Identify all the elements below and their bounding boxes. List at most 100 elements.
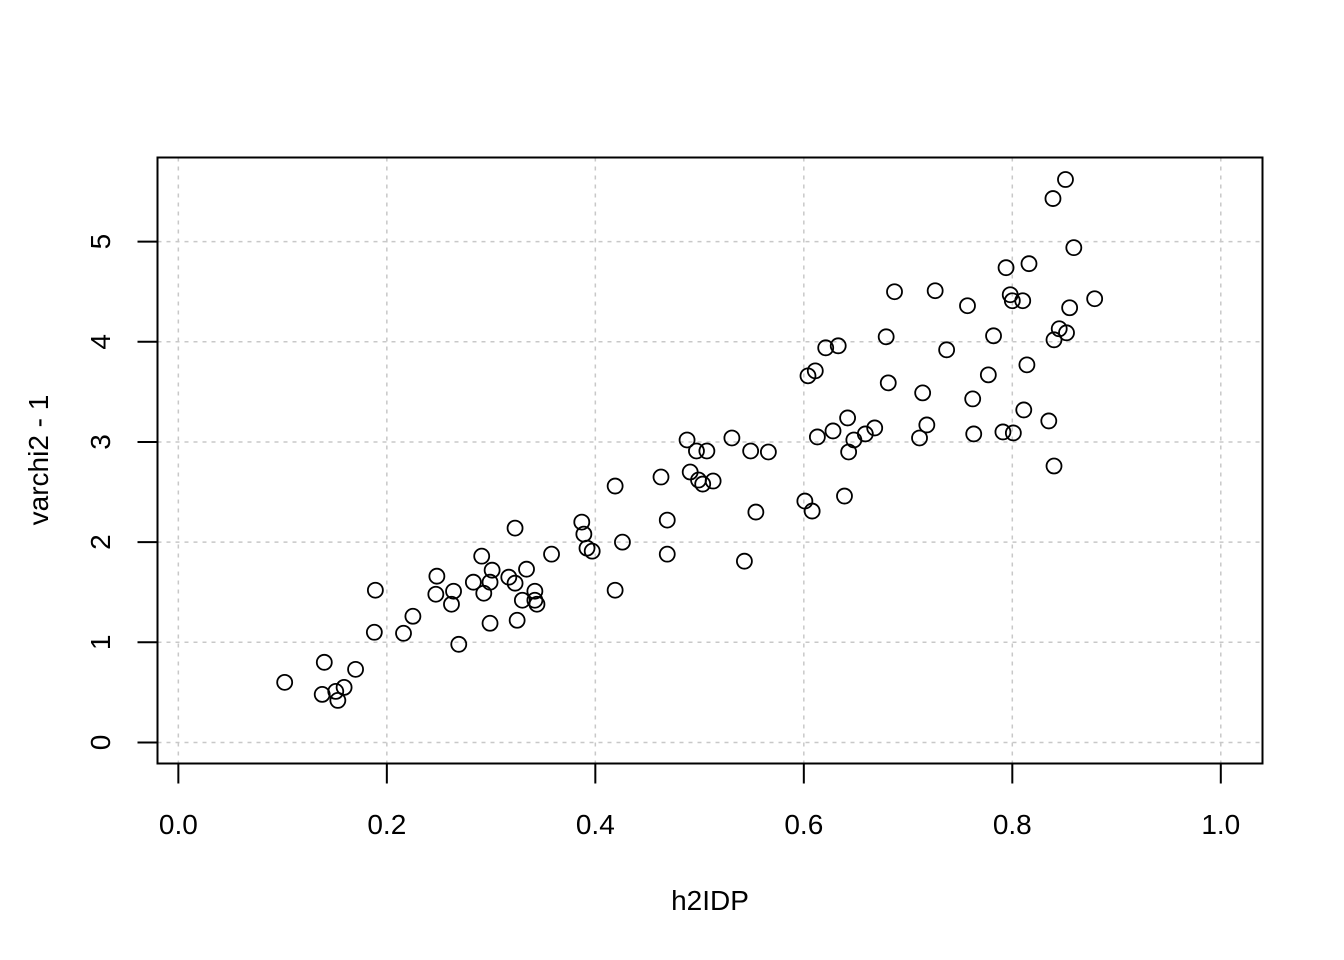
data-point [918, 416, 936, 434]
data-point [694, 475, 712, 493]
data-point [994, 423, 1012, 441]
data-point [347, 660, 364, 678]
data-point [688, 442, 705, 460]
data-point [824, 422, 842, 440]
data-point [395, 624, 412, 642]
data-point [365, 623, 383, 641]
data-point [1058, 324, 1075, 342]
data-point [736, 552, 753, 570]
data-point [877, 328, 895, 346]
data-point [723, 429, 741, 447]
data-point [914, 384, 932, 402]
data-point [473, 547, 491, 565]
data-point [658, 545, 676, 563]
data-point [690, 471, 707, 489]
data-point [475, 584, 493, 602]
grid-lines [157, 157, 1263, 764]
data-point [1086, 290, 1104, 308]
x-tick-label: 0.8 [993, 809, 1032, 840]
data-point [678, 431, 696, 449]
data-point [508, 611, 526, 629]
data-point [1045, 457, 1063, 475]
y-axis: 0 1 2 3 4 5 [85, 234, 159, 751]
data-point [1044, 190, 1062, 207]
data-point [845, 431, 863, 449]
data-point [327, 682, 345, 700]
data-point [911, 429, 928, 447]
y-tick-label: 0 [85, 735, 116, 751]
data-point [886, 283, 903, 301]
data-point [681, 463, 699, 481]
data-point [428, 567, 446, 585]
data-point [1004, 424, 1022, 442]
data-point [481, 614, 499, 632]
data-point [759, 443, 777, 461]
x-tick-label: 0.4 [576, 809, 615, 840]
data-point [979, 366, 997, 384]
y-tick-label: 5 [85, 234, 116, 250]
data-point [742, 442, 760, 460]
data-point [1065, 239, 1083, 257]
data-point [985, 327, 1002, 345]
data-point [796, 492, 814, 510]
data-point [1014, 292, 1032, 310]
data-point [1015, 401, 1033, 419]
data-point [1018, 356, 1036, 374]
data-point [500, 568, 518, 586]
data-point [481, 573, 499, 591]
data-point [836, 487, 853, 505]
data-point [606, 477, 624, 495]
data-point [528, 595, 546, 613]
y-tick-label: 2 [85, 534, 116, 550]
data-point [1061, 299, 1079, 317]
data-point [817, 339, 835, 357]
y-axis-title: varchi2 - 1 [23, 395, 54, 526]
x-axis: 0.0 0.2 0.4 0.6 0.8 1.0 [159, 762, 1240, 840]
y-tick-label: 1 [85, 635, 116, 651]
data-point [464, 573, 482, 591]
data-point [964, 390, 982, 408]
data-point [959, 297, 976, 315]
data-point [926, 282, 944, 300]
data-point [276, 673, 294, 691]
data-point [698, 442, 716, 460]
data-point [506, 574, 524, 592]
x-tick-label: 0.6 [784, 809, 823, 840]
data-point [1020, 255, 1038, 273]
data-point [315, 653, 333, 671]
data-point [583, 542, 601, 560]
data-point [938, 341, 956, 359]
data-point [518, 560, 535, 578]
data-point [506, 519, 524, 537]
y-tick-label: 4 [85, 334, 116, 350]
data-point [573, 513, 591, 531]
y-tick-label: 3 [85, 434, 116, 450]
data-point [335, 678, 353, 696]
data-point [866, 419, 884, 437]
data-point [614, 533, 631, 551]
data-point [1045, 331, 1063, 349]
data-point [483, 561, 501, 579]
data-point [704, 472, 722, 490]
data-point [543, 545, 560, 563]
data-point [366, 581, 384, 599]
data-point [1057, 171, 1074, 188]
data-point [747, 503, 765, 521]
data-point [526, 582, 544, 600]
data-point [879, 374, 897, 392]
data-point [829, 337, 847, 355]
data-point [652, 468, 670, 486]
plot-frame [156, 156, 1264, 765]
data-point [839, 409, 857, 427]
data-point [445, 582, 462, 600]
data-point [1003, 292, 1021, 310]
data-point [427, 585, 445, 603]
data-point [658, 511, 676, 529]
data-point [443, 595, 460, 613]
data-point [965, 425, 983, 443]
data-point [313, 685, 331, 703]
x-tick-label: 0.2 [367, 809, 406, 840]
data-point [450, 635, 468, 653]
data-point [404, 607, 422, 625]
